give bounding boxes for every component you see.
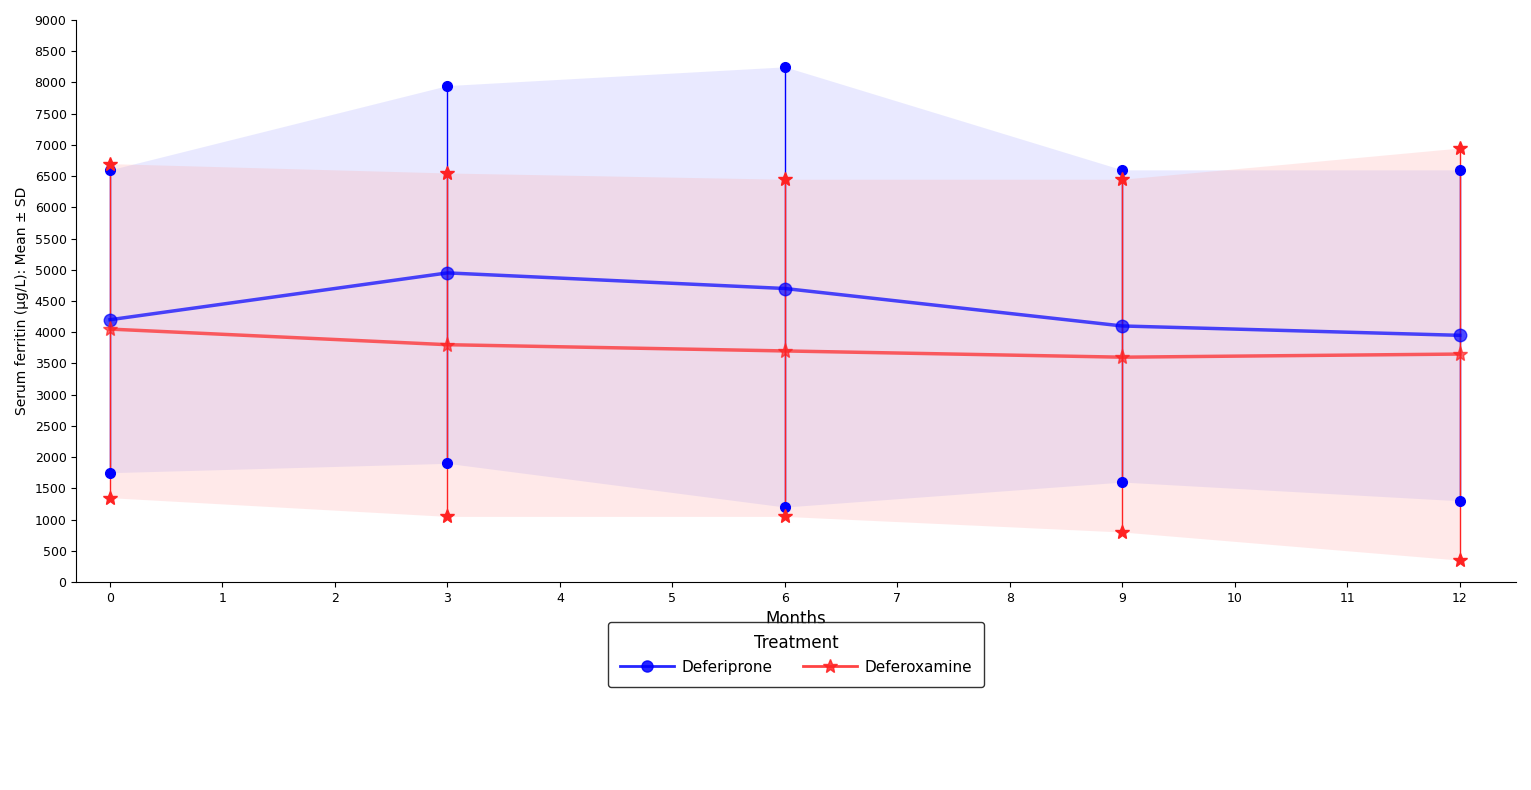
X-axis label: Months: Months bbox=[766, 610, 827, 628]
Y-axis label: Serum ferritin (μg/L): Mean ± SD: Serum ferritin (μg/L): Mean ± SD bbox=[15, 186, 29, 416]
Legend: Deferiprone, Deferoxamine: Deferiprone, Deferoxamine bbox=[608, 622, 984, 687]
